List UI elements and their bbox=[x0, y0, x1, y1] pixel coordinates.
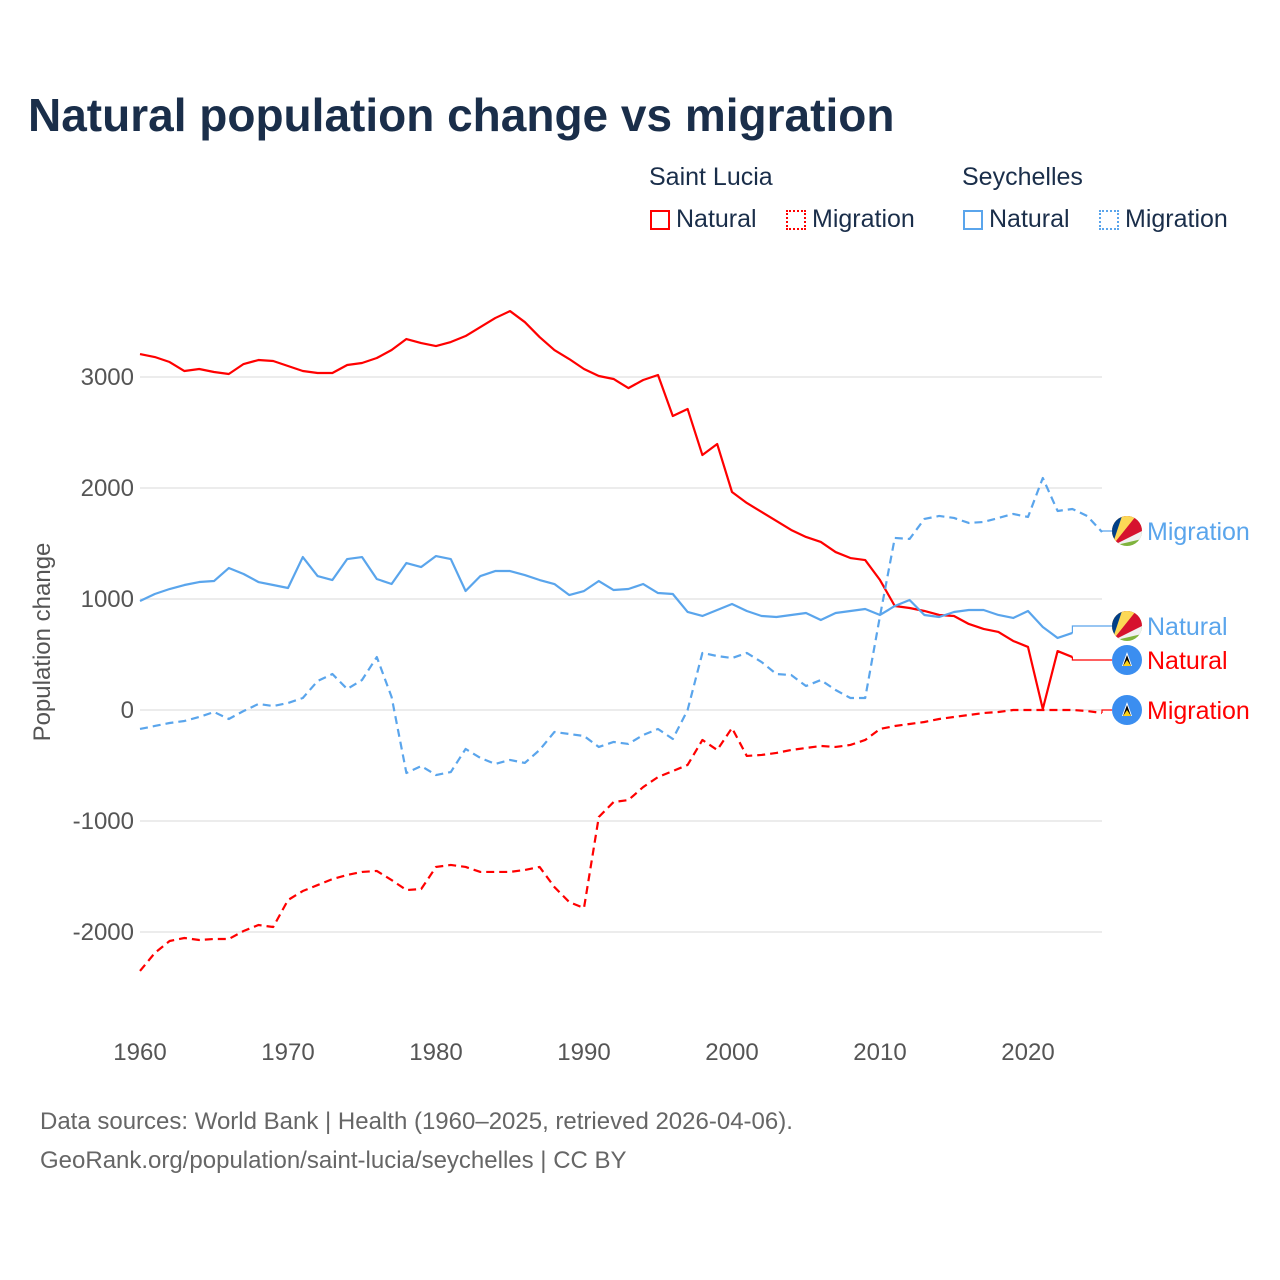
end-connector bbox=[1101, 709, 1112, 713]
legend-item-seychelles-natural[interactable]: Natural bbox=[963, 205, 1070, 234]
x-tick-label: 2010 bbox=[853, 1039, 906, 1066]
series-line-seychelles-migration bbox=[139, 476, 1103, 777]
y-tick-label: 2000 bbox=[81, 475, 134, 502]
x-tick-label: 1970 bbox=[261, 1039, 314, 1066]
y-tick-label: -2000 bbox=[73, 919, 134, 946]
footer-link[interactable]: GeoRank.org/population/saint-lucia/seych… bbox=[40, 1147, 627, 1174]
saint-lucia-flag-icon bbox=[1112, 695, 1142, 725]
legend-label: Natural bbox=[676, 205, 757, 233]
end-connector bbox=[1071, 625, 1112, 633]
chart-title: Natural population change vs migration bbox=[28, 89, 895, 141]
legend-swatch-solid bbox=[650, 209, 670, 230]
y-tick-label: 0 bbox=[121, 697, 134, 724]
seychelles-flag-icon bbox=[1112, 611, 1142, 641]
legend-label: Migration bbox=[1125, 205, 1228, 233]
end-label-seychelles-natural: Natural bbox=[1147, 613, 1228, 641]
legend-label: Natural bbox=[989, 205, 1070, 233]
series-line-saint-lucia-natural bbox=[139, 309, 1073, 711]
y-tick-label: -1000 bbox=[73, 808, 134, 835]
legend-label: Migration bbox=[812, 205, 915, 233]
footer-sources: Data sources: World Bank | Health (1960–… bbox=[40, 1108, 793, 1135]
y-tick-label: 1000 bbox=[81, 586, 134, 613]
series-line-saint-lucia-migration bbox=[139, 708, 1103, 972]
legend-swatch-dotted bbox=[786, 209, 806, 230]
legend-item-saint-lucia-migration[interactable]: Migration bbox=[786, 205, 915, 234]
flag-stripes bbox=[1112, 611, 1142, 641]
flag-blue bbox=[1112, 516, 1122, 546]
saint-lucia-flag-icon bbox=[1112, 645, 1142, 675]
x-tick-label: 1980 bbox=[409, 1039, 462, 1066]
end-connector bbox=[1071, 657, 1112, 661]
legend-swatch-dotted bbox=[1099, 209, 1119, 230]
legend-group-saint-lucia: Saint Lucia bbox=[649, 163, 773, 191]
legend-item-saint-lucia-natural[interactable]: Natural bbox=[650, 205, 757, 234]
end-label-saint-lucia-natural: Natural bbox=[1147, 647, 1228, 675]
series-line-seychelles-natural bbox=[139, 554, 1073, 640]
flag-stripes bbox=[1112, 516, 1142, 546]
y-tick-label: 3000 bbox=[81, 364, 134, 391]
end-connector bbox=[1101, 530, 1112, 532]
y-axis-label: Population change bbox=[29, 543, 56, 742]
flag-yellow bbox=[1123, 710, 1131, 716]
end-label-saint-lucia-migration: Migration bbox=[1147, 697, 1250, 725]
flag-blue bbox=[1112, 611, 1122, 641]
legend-item-seychelles-migration[interactable]: Migration bbox=[1099, 205, 1228, 234]
seychelles-flag-icon bbox=[1112, 516, 1142, 546]
flag-yellow bbox=[1123, 660, 1131, 666]
end-label-seychelles-migration: Migration bbox=[1147, 518, 1250, 546]
x-tick-label: 2000 bbox=[705, 1039, 758, 1066]
legend-group-seychelles: Seychelles bbox=[962, 163, 1083, 191]
legend-swatch-solid bbox=[963, 209, 983, 230]
x-tick-label: 2020 bbox=[1001, 1039, 1054, 1066]
x-tick-label: 1990 bbox=[557, 1039, 610, 1066]
x-tick-label: 1960 bbox=[113, 1039, 166, 1066]
